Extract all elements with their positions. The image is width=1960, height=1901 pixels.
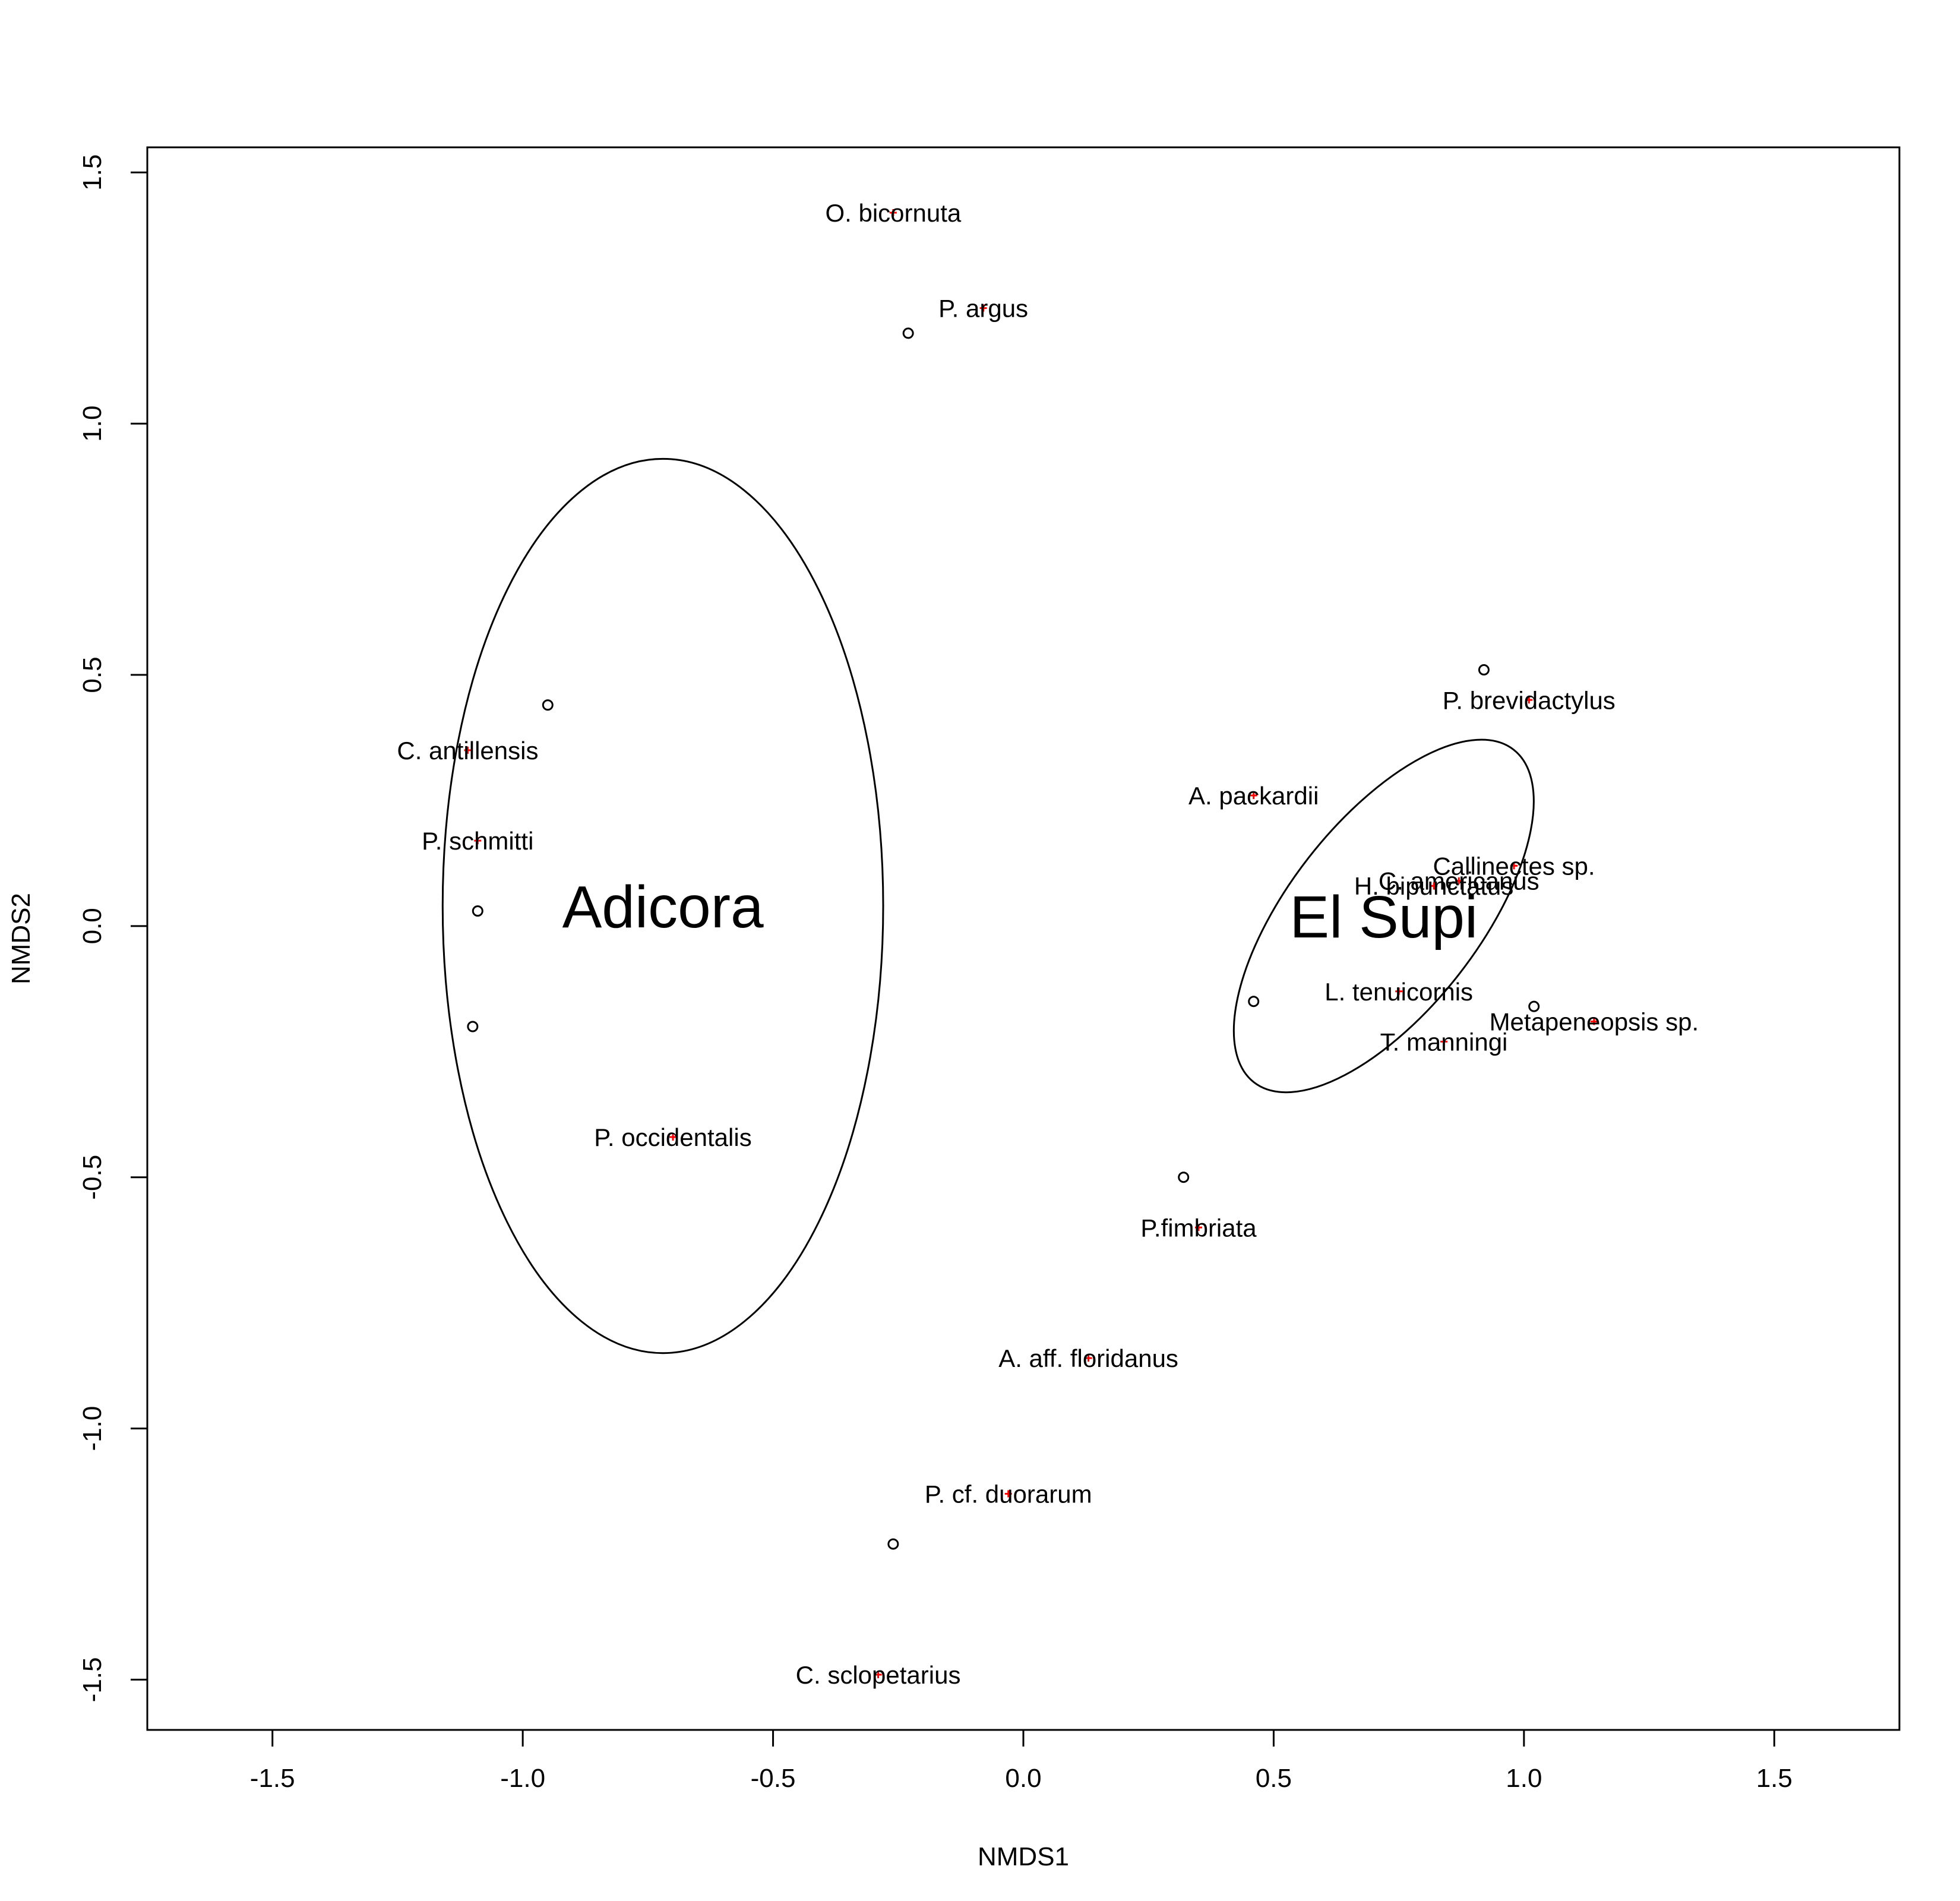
group-label: Adicora xyxy=(562,874,764,940)
species-label: L. tenuicornis xyxy=(1324,978,1473,1006)
site-point xyxy=(1528,1000,1540,1012)
species-point xyxy=(1395,987,1403,995)
group-ellipse xyxy=(1232,738,1535,1094)
species-label: C. antillensis xyxy=(397,737,538,765)
y-tick-label: 0.0 xyxy=(78,908,107,944)
species-label: P.fimbriata xyxy=(1140,1214,1257,1242)
site-point xyxy=(542,699,554,711)
species-point xyxy=(669,1133,676,1141)
species-label: A. aff. floridanus xyxy=(998,1344,1178,1372)
species-point xyxy=(474,837,482,845)
x-tick-label: 0.0 xyxy=(1005,1764,1041,1793)
sites-layer xyxy=(467,327,1540,1550)
species-layer: O. bicornuta P. argus C. antillensis P. sch… xyxy=(397,199,1699,1689)
ellipses-layer xyxy=(441,457,1535,1354)
species-label: P. argus xyxy=(938,295,1028,323)
species-label: O. bicornuta xyxy=(825,199,961,227)
species-label: A. packardii xyxy=(1188,782,1319,810)
species-label: H. bipunctatus xyxy=(1354,872,1514,900)
x-tick-label: 1.0 xyxy=(1506,1764,1542,1793)
species-label: C. sclopetarius xyxy=(796,1661,961,1689)
species-point xyxy=(1525,696,1533,704)
species-label: P. cf. duorarum xyxy=(925,1480,1092,1508)
group-label: El Supi xyxy=(1289,884,1478,951)
y-tick-label: 0.5 xyxy=(78,656,107,693)
species-point xyxy=(1590,1018,1598,1025)
x-tick-label: 0.5 xyxy=(1256,1764,1292,1793)
x-tick-label: 1.5 xyxy=(1756,1764,1793,1793)
site-point xyxy=(1478,664,1490,676)
y-axis-title: NMDS2 xyxy=(7,893,36,984)
species-point xyxy=(1430,882,1438,890)
species-point xyxy=(1250,791,1257,799)
species-label: T. manningi xyxy=(1380,1028,1508,1056)
species-label: C. americanus xyxy=(1379,867,1539,895)
site-point xyxy=(887,1538,899,1550)
y-tick-label: 1.5 xyxy=(78,154,107,191)
y-tick-label: 1.0 xyxy=(78,406,107,442)
species-label: P. schmitti xyxy=(422,827,533,855)
x-tick-label: -0.5 xyxy=(751,1764,796,1793)
site-point xyxy=(467,1021,479,1032)
y-axis: -1.5 -1.0 -0.5 0.0 0.5 1.0 1.5 xyxy=(78,154,148,1703)
site-point xyxy=(1248,996,1260,1008)
species-point xyxy=(1085,1354,1092,1362)
species-point xyxy=(1510,862,1518,870)
species-point xyxy=(1455,877,1463,885)
x-tick-label: -1.5 xyxy=(250,1764,295,1793)
species-point xyxy=(464,746,472,754)
species-point xyxy=(1440,1038,1447,1046)
species-point xyxy=(1004,1490,1012,1498)
species-label: P. occidentalis xyxy=(594,1123,751,1151)
y-tick-label: -1.0 xyxy=(78,1406,107,1451)
x-axis: -1.5 -1.0 -0.5 0.0 0.5 1.0 1.5 xyxy=(250,1729,1793,1793)
species-point xyxy=(889,209,897,216)
species-point xyxy=(874,1671,882,1678)
species-point xyxy=(979,304,987,312)
species-label: P. brevidactylus xyxy=(1443,686,1616,714)
x-tick-label: -1.0 xyxy=(500,1764,545,1793)
site-point xyxy=(472,905,483,917)
y-tick-label: -0.5 xyxy=(78,1155,107,1200)
site-point xyxy=(902,327,914,339)
species-label: Metapeneopsis sp. xyxy=(1490,1008,1699,1036)
site-point xyxy=(1178,1171,1190,1183)
group-ellipse xyxy=(441,457,884,1354)
species-label: Callinectes sp. xyxy=(1433,852,1595,880)
species-point xyxy=(1195,1224,1202,1231)
x-axis-title: NMDS1 xyxy=(978,1842,1069,1871)
y-tick-label: -1.5 xyxy=(78,1657,107,1703)
group-labels-layer: Adicora El Supi xyxy=(562,874,1478,951)
